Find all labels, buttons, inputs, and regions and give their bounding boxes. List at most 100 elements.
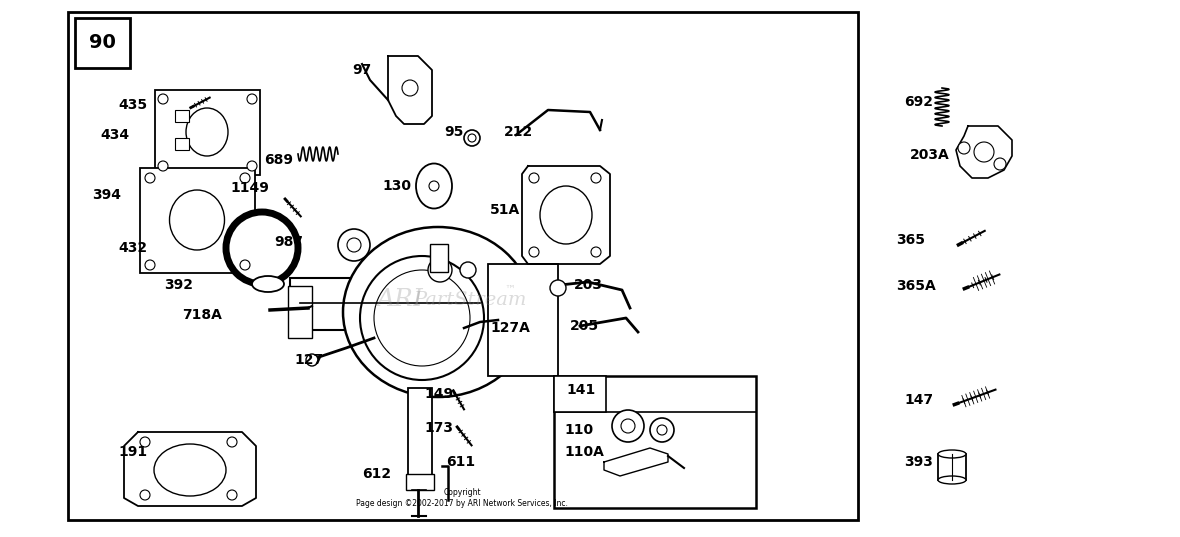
Text: 90: 90 [88,33,116,53]
Polygon shape [604,448,668,476]
Polygon shape [455,425,461,431]
Polygon shape [124,432,256,506]
Ellipse shape [417,163,452,208]
Polygon shape [952,401,959,407]
Bar [175,138,189,150]
Ellipse shape [186,108,228,156]
Circle shape [621,419,635,433]
Circle shape [430,181,439,191]
Text: 612: 612 [362,467,391,481]
Circle shape [650,418,674,442]
Bar [68,12,858,520]
Text: 718A: 718A [182,308,222,322]
Bar [290,278,420,330]
Text: 435: 435 [118,98,148,112]
Polygon shape [522,166,610,264]
Circle shape [145,260,155,270]
Polygon shape [452,389,457,395]
Text: 611: 611 [446,455,476,469]
Text: 110A: 110A [564,445,604,459]
Circle shape [247,161,257,171]
Bar [430,244,448,272]
Circle shape [591,173,601,183]
Circle shape [240,173,250,183]
Text: 1149: 1149 [230,181,269,195]
Text: Copyright
Page design ©2002-2017 by ARI Network Services, Inc.: Copyright Page design ©2002-2017 by ARI … [356,488,568,507]
Circle shape [428,258,452,282]
Text: 51A: 51A [490,203,520,217]
Polygon shape [283,197,289,203]
Circle shape [974,142,994,162]
Polygon shape [189,105,195,110]
Bar [288,286,312,338]
Text: 987: 987 [274,235,303,249]
Polygon shape [956,126,1012,178]
Text: 203A: 203A [910,148,950,162]
Circle shape [550,280,566,296]
Circle shape [657,425,667,435]
Text: 692: 692 [904,95,933,109]
Circle shape [402,80,418,96]
Text: 130: 130 [382,179,411,193]
Text: 191: 191 [118,445,148,459]
Text: 432: 432 [118,241,148,255]
Bar [406,474,434,490]
Circle shape [240,260,250,270]
Circle shape [306,354,317,366]
Polygon shape [388,56,432,124]
Polygon shape [962,285,970,291]
Ellipse shape [155,444,227,496]
Circle shape [347,238,361,252]
Circle shape [227,490,237,500]
Bar [140,168,255,273]
Ellipse shape [253,276,284,292]
Ellipse shape [540,186,592,244]
Text: 127: 127 [294,353,323,367]
Circle shape [140,437,150,447]
Circle shape [994,158,1007,170]
Bar [938,454,966,480]
Bar [408,388,432,488]
Bar [553,376,607,412]
Text: 149: 149 [424,387,453,401]
Circle shape [360,256,484,380]
Circle shape [158,161,168,171]
Circle shape [337,229,371,261]
Text: 173: 173 [424,421,453,435]
Circle shape [529,247,539,257]
Text: 97: 97 [352,63,372,77]
Text: PartStream: PartStream [413,291,526,309]
Text: 365A: 365A [896,279,936,293]
Ellipse shape [170,190,224,250]
Polygon shape [956,241,964,247]
Text: 205: 205 [570,319,599,333]
Text: ARI: ARI [376,288,424,311]
Circle shape [247,94,257,104]
Circle shape [140,490,150,500]
Text: 110: 110 [564,423,594,437]
Circle shape [468,134,476,142]
Circle shape [529,173,539,183]
Circle shape [612,410,644,442]
Ellipse shape [938,450,966,458]
Text: 95: 95 [444,125,464,139]
Text: 392: 392 [164,278,194,292]
Circle shape [145,173,155,183]
Text: 147: 147 [904,393,933,407]
Circle shape [374,270,470,366]
Text: 393: 393 [904,455,933,469]
Circle shape [958,142,970,154]
Text: ™: ™ [504,285,516,295]
Bar [553,376,756,508]
Bar [489,264,558,376]
Text: 203: 203 [573,278,603,292]
Ellipse shape [938,476,966,484]
Ellipse shape [343,227,533,397]
Circle shape [460,262,476,278]
Text: 689: 689 [264,153,293,167]
Bar [155,90,260,175]
Text: 127A: 127A [490,321,530,335]
Circle shape [464,130,480,146]
Text: 365: 365 [896,233,925,247]
Text: 141: 141 [566,383,595,397]
